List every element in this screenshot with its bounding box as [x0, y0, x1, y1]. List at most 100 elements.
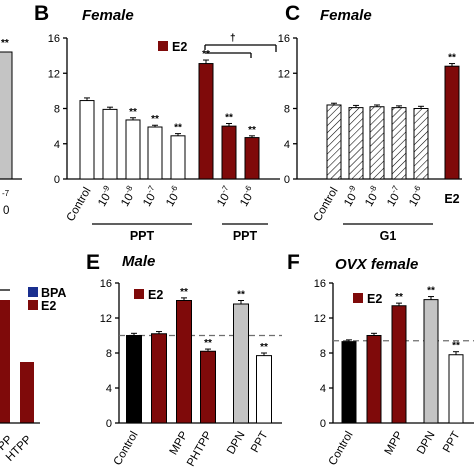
panel-e-y-tick-label: 12	[100, 313, 112, 325]
panel-c-bar	[391, 107, 407, 180]
panel-e-letter: E	[86, 251, 100, 274]
panel-b-category-label: 10-7	[213, 184, 236, 209]
panel-e-significance-star: **	[237, 290, 245, 301]
panel-a-tick-label-2: 0	[3, 205, 9, 217]
panel-c-category-base: 10	[407, 192, 424, 209]
panel-b-category-exponent: -9	[100, 184, 112, 195]
panel-e-category-label: DPN	[225, 430, 248, 457]
panel-f-y-tick-label: 16	[314, 278, 326, 290]
panel-b-dagger: †	[230, 33, 236, 44]
panel-b-significance-star: **	[225, 112, 233, 123]
panel-e-y-tick-label: 4	[106, 383, 112, 395]
panel-c-category-exponent: -9	[346, 184, 358, 195]
panel-b-significance-star: **	[202, 49, 210, 60]
panel-f-legend-e2-swatch	[353, 293, 363, 303]
panel-f-chart: 0 4 8 12 16 ** ** ** Control MPP DPN PPT	[314, 278, 474, 468]
panel-b-category-label: 10-6	[236, 184, 259, 209]
panel-c-category-exponent: -6	[411, 184, 423, 195]
panel-f-category-label: DPN	[415, 430, 438, 457]
panel-d-legend-e2-label: E2	[41, 299, 56, 313]
panel-b-significance-star: **	[248, 125, 256, 136]
panel-c-y-tick-label: 4	[284, 139, 290, 151]
panel-a-star: **	[1, 38, 9, 49]
panel-f-significance-star: **	[427, 286, 435, 297]
panel-b-letter: B	[34, 2, 49, 25]
panel-c-bar	[413, 108, 429, 180]
panel-e-category-label: PPT	[249, 430, 271, 455]
panel-b-category-base: 10	[119, 192, 136, 209]
panel-b-bar	[198, 63, 214, 180]
panel-b-legend: E2	[158, 40, 187, 54]
panel-b-category-label: Control	[65, 186, 94, 224]
panel-b-y-tick-label: 16	[48, 33, 60, 45]
panel-d-partial: BPA E2 PP HTPP	[0, 286, 66, 464]
panel-c-significance-star: **	[448, 53, 456, 64]
panel-b-category-label: 10-7	[139, 184, 162, 209]
panel-f-category-label: PPT	[441, 430, 463, 455]
panel-b-significance-bracket: †	[204, 33, 277, 58]
panel-c-category-label: 10-8	[361, 184, 384, 209]
panel-b-bar	[79, 100, 95, 180]
panel-d-dark-red-bar	[0, 300, 10, 423]
panel-b-category-label: 10-9	[94, 184, 117, 209]
panel-c-bar	[326, 104, 342, 180]
panel-f-bar	[341, 341, 357, 424]
panel-c-category-base: 10	[385, 192, 402, 209]
panel-f-y-tick-label: 8	[320, 348, 326, 360]
panel-b-group-label-2: PPT	[233, 229, 258, 243]
panel-b-category-base: 10	[141, 192, 158, 209]
panel-f-significance-star: **	[452, 341, 460, 352]
panel-b-category-base: 10	[164, 192, 181, 209]
panel-c-y-tick-label: 8	[284, 104, 290, 116]
panel-a-gray-bar	[0, 51, 13, 180]
panel-b-title: Female	[82, 7, 134, 24]
panel-b-bar	[221, 125, 237, 180]
panel-f-title: OVX female	[335, 256, 418, 273]
panel-c-group-label: G1	[380, 229, 397, 243]
panel-c-category-exponent: -7	[389, 184, 401, 195]
panel-e-legend-e2-swatch	[134, 289, 144, 299]
panel-b-category-exponent: -7	[145, 184, 157, 195]
panel-b-bar	[125, 119, 141, 180]
panel-c-bar	[348, 107, 364, 180]
panel-b-category-base: 10	[96, 192, 113, 209]
panel-c-category-label: 10-6	[405, 184, 428, 209]
panel-f-bar	[423, 299, 439, 424]
panel-e-bar	[151, 333, 167, 424]
panel-b-bar	[170, 135, 186, 180]
panel-c-category-label: 10-7	[383, 184, 406, 209]
panel-b-group-labels: PPT PPT	[92, 223, 268, 243]
panel-e-legend-e2-label: E2	[148, 288, 163, 302]
panel-c-y-tick-label: 16	[278, 33, 290, 45]
panel-f-y-tick-label: 4	[320, 383, 326, 395]
panel-a-partial: ** -7 0	[0, 38, 22, 217]
panel-e-bar	[256, 355, 272, 424]
panel-c-group-labels: G1	[343, 223, 433, 243]
panel-b-y-tick-label: 4	[54, 139, 60, 151]
panel-b-y-tick-label: 12	[48, 68, 60, 80]
panel-b-category-exponent: -7	[219, 184, 231, 195]
panel-d-dark-red-bar-2	[20, 362, 34, 423]
panel-e-bar	[233, 303, 249, 424]
panel-f-bar	[366, 335, 382, 424]
panel-e-y-tick-label: 8	[106, 348, 112, 360]
panel-e-y-tick-label: 16	[100, 278, 112, 290]
panel-f-letter: F	[287, 251, 300, 274]
panel-d-legend-e2-swatch	[28, 300, 38, 310]
panel-e-y-tick-label: 0	[106, 418, 112, 430]
panel-d-legend-bpa-swatch	[28, 287, 38, 297]
panel-b-legend-e2-label: E2	[172, 40, 187, 54]
panel-b-bar	[102, 108, 118, 180]
panel-b-category-label: 10-8	[117, 184, 140, 209]
panel-f-bar	[448, 354, 464, 424]
panel-f-y-tick-label: 0	[320, 418, 326, 430]
panel-c-category-base: 10	[342, 192, 359, 209]
panel-b-bar	[244, 137, 260, 180]
panel-c-category-base: 10	[363, 192, 380, 209]
panel-c-y-tick-label: 12	[278, 68, 290, 80]
panel-b-significance-star: **	[174, 123, 182, 134]
panel-f-category-label: Control	[327, 430, 356, 468]
panel-b-category-label: 10-6	[162, 184, 185, 209]
